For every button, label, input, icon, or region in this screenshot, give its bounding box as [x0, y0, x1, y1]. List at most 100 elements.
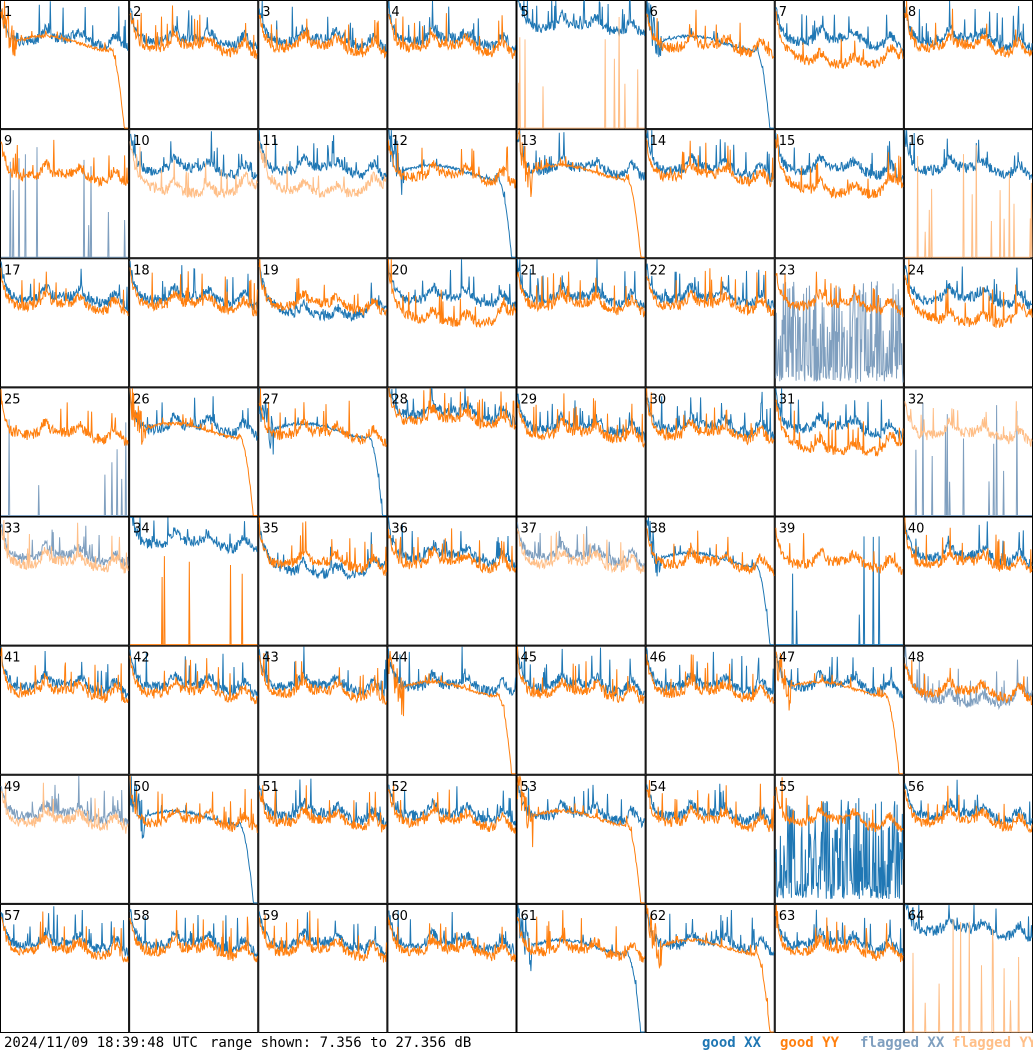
panel-number: 26 [133, 392, 150, 407]
panel-number: 4 [391, 5, 399, 20]
panel-number: 32 [908, 392, 925, 407]
panel-54: 54 [645, 774, 775, 904]
panel-28: 28 [387, 387, 517, 517]
panel-frame [387, 129, 517, 259]
series-yy-30 [646, 388, 775, 446]
panel-number: 15 [779, 134, 796, 149]
panel-frame [258, 387, 388, 517]
panel-21: 21 [516, 258, 646, 388]
panel-frame [645, 645, 775, 775]
series-yy-14 [646, 139, 774, 188]
panel-number: 55 [779, 780, 796, 795]
panel-number: 8 [908, 5, 916, 20]
panel-22: 22 [645, 258, 775, 388]
series-xx-24 [904, 265, 1033, 310]
series-yy-4 [388, 13, 516, 59]
panel-2: 2 [129, 0, 259, 130]
series-xx-64 [904, 904, 1033, 942]
series-xx-45 [517, 646, 645, 697]
panel-number: 51 [262, 780, 279, 795]
series-yy-24 [904, 259, 1033, 328]
panel-number: 29 [521, 392, 538, 407]
panel-27: 27 [258, 387, 388, 517]
panel-frame [258, 645, 388, 775]
series-xx-13 [517, 130, 646, 181]
legend-good-yy: good YY [780, 1035, 840, 1051]
panel-number: 53 [521, 780, 538, 795]
series-yy-5 [517, 16, 645, 129]
panel-55: 55 [774, 774, 904, 904]
series-yy-16 [904, 145, 1033, 258]
series-xx-14 [646, 130, 775, 183]
panel-11: 11 [258, 129, 388, 259]
series-yy-42 [129, 655, 258, 705]
series-yy-52 [387, 781, 516, 835]
series-xx-38 [646, 517, 774, 646]
panel-number: 7 [779, 5, 787, 20]
series-yy-28 [388, 387, 516, 430]
series-xx-4 [387, 0, 516, 53]
series-yy-18 [129, 267, 258, 317]
panel-frame [645, 0, 775, 130]
panel-59: 59 [258, 903, 388, 1033]
series-yy-12 [387, 140, 516, 189]
series-yy-53 [517, 775, 645, 904]
panel-36: 36 [387, 516, 517, 646]
series-yy-62 [646, 904, 774, 1033]
panel-16: 16 [903, 129, 1033, 259]
panel-number: 63 [779, 909, 796, 924]
series-yy-25 [0, 389, 129, 446]
panel-frame [645, 129, 775, 259]
panel-frame [516, 387, 646, 517]
panel-number: 42 [133, 651, 150, 666]
panel-34: 34 [129, 516, 259, 646]
panel-number: 58 [133, 909, 150, 924]
panel-number: 62 [650, 909, 667, 924]
series-yy-3 [258, 14, 387, 59]
panel-30: 30 [645, 387, 775, 517]
series-yy-50 [129, 775, 258, 833]
panel-35: 35 [258, 516, 388, 646]
series-yy-38 [646, 527, 775, 577]
panel-number: 44 [391, 651, 408, 666]
panel-number: 46 [650, 651, 667, 666]
panel-38: 38 [645, 516, 775, 646]
panel-frame [0, 903, 130, 1033]
series-xx-56 [904, 779, 1033, 826]
series-xx-1 [0, 1, 129, 51]
panel-frame [258, 774, 388, 904]
panel-number: 49 [4, 780, 21, 795]
panel-number: 64 [908, 909, 925, 924]
panel-6: 6 [645, 0, 775, 130]
series-yy-37 [517, 528, 645, 574]
panel-number: 20 [391, 263, 408, 278]
panel-frame [903, 387, 1033, 517]
panel-frame [258, 903, 388, 1033]
panel-13: 13 [516, 129, 646, 259]
series-yy-15 [775, 134, 904, 200]
panel-33: 33 [0, 516, 130, 646]
series-xx-15 [775, 133, 904, 182]
series-xx-34 [130, 517, 258, 555]
panel-51: 51 [258, 774, 388, 904]
series-yy-17 [0, 267, 129, 316]
panel-number: 39 [779, 522, 796, 537]
panel-frame [516, 129, 646, 259]
series-xx-63 [775, 909, 904, 957]
series-yy-7 [775, 10, 904, 70]
series-xx-44 [387, 646, 516, 698]
panel-number: 35 [262, 522, 279, 537]
panel-number: 41 [4, 651, 21, 666]
panel-frame [387, 258, 517, 388]
panel-15: 15 [774, 129, 904, 259]
panel-number: 37 [521, 522, 538, 537]
panel-number: 11 [262, 134, 279, 149]
panel-number: 27 [262, 392, 279, 407]
panel-57: 57 [0, 903, 130, 1033]
series-xx-33 [0, 523, 129, 569]
panel-20: 20 [387, 258, 517, 388]
panel-number: 36 [391, 522, 408, 537]
series-xx-59 [258, 911, 387, 957]
series-yy-35 [258, 517, 387, 576]
